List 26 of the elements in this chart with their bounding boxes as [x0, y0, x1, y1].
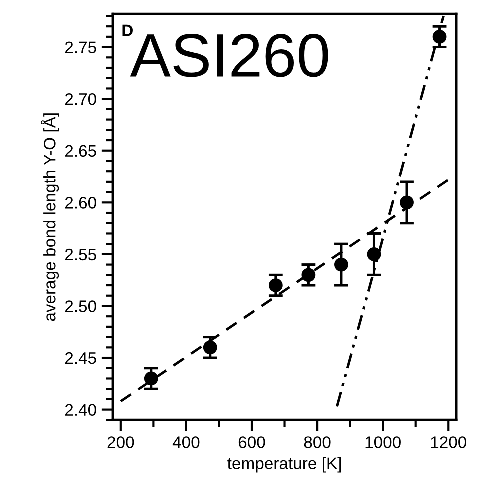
y-tick-label: 2.55 [65, 248, 96, 261]
y-tick-label: 2.45 [65, 352, 96, 364]
x-tick-label: 200 [108, 436, 134, 448]
x-tick-label: 600 [238, 436, 266, 448]
x-tick-label: 1000 [366, 436, 401, 448]
point [302, 268, 316, 282]
y-tick-label: 2.40 [65, 404, 96, 416]
y-tick-label: 2.75 [65, 42, 96, 54]
point [144, 372, 158, 386]
y-tick-label: 2.50 [65, 300, 96, 312]
point [334, 258, 348, 272]
x-axis-title: temperature [K] [228, 457, 342, 473]
point [432, 30, 447, 44]
x-tick-label: 400 [172, 436, 200, 448]
annotation: ASI260 [130, 34, 328, 78]
y-tick-label: 2.65 [65, 145, 96, 158]
point [367, 248, 382, 262]
y-tick-label: 2.70 [65, 93, 96, 106]
x-tick-label: 1200 [431, 436, 467, 448]
point [268, 278, 283, 292]
y-axis-title: average bond length Y-O [Å] [41, 114, 60, 322]
point [203, 340, 218, 355]
annotation: D [122, 24, 133, 36]
y-tick-label: 2.60 [65, 197, 96, 209]
x-tick-label: 800 [304, 436, 331, 448]
point [400, 196, 414, 210]
